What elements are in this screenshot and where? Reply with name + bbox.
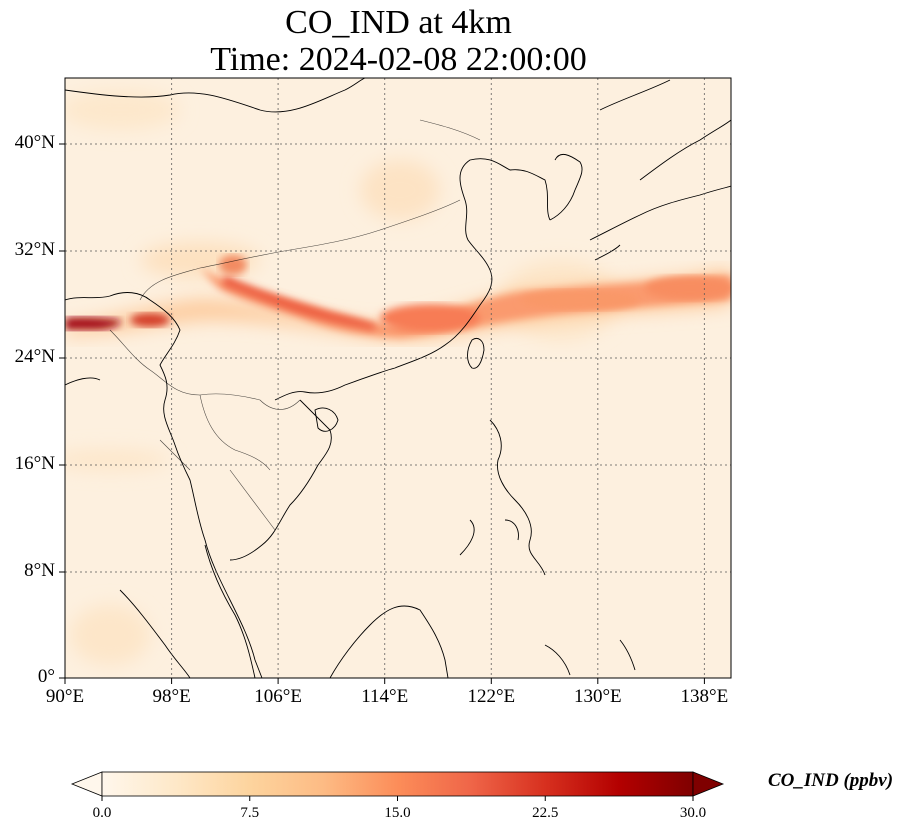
lon-tick-label: 122°E bbox=[467, 686, 516, 707]
lon-tick-label: 98°E bbox=[152, 686, 191, 707]
lat-tick-label: 24°N bbox=[14, 346, 55, 367]
colorbar-tick-label: 7.5 bbox=[240, 805, 260, 821]
lon-tick-label: 130°E bbox=[573, 686, 622, 707]
colorbar-extend-low bbox=[70, 771, 103, 797]
tick-marks bbox=[59, 143, 705, 684]
lon-tick-label: 106°E bbox=[254, 686, 302, 707]
colorbar-gradient bbox=[101, 771, 694, 797]
co-plume bbox=[65, 255, 731, 340]
lon-tick-label: 114°E bbox=[361, 686, 409, 707]
lat-tick-label: 0° bbox=[37, 666, 55, 687]
colorbar-label: CO_IND (ppbv) bbox=[768, 770, 894, 791]
lat-tick-label: 8°N bbox=[24, 560, 55, 581]
lon-tick-label: 138°E bbox=[680, 686, 729, 707]
colorbar-tick-label: 30.0 bbox=[679, 805, 707, 821]
colorbar-extend-high bbox=[692, 771, 725, 797]
lat-tick-label: 32°N bbox=[14, 239, 55, 260]
lat-tick-label: 16°N bbox=[14, 453, 55, 474]
colorbar-tick-label: 15.0 bbox=[384, 805, 411, 821]
map-frame bbox=[64, 77, 732, 679]
colorbar-tick-label: 0.0 bbox=[92, 805, 112, 821]
lat-tick-label: 40°N bbox=[14, 132, 55, 153]
lon-tick-label: 90°E bbox=[45, 686, 85, 707]
map-title: CO_IND at 4km bbox=[285, 4, 512, 41]
colorbar bbox=[70, 771, 725, 801]
borders bbox=[109, 119, 481, 531]
map-subtitle: Time: 2024-02-08 22:00:00 bbox=[210, 41, 587, 78]
colorbar-tick-label: 22.5 bbox=[532, 805, 559, 821]
gridlines bbox=[65, 78, 731, 678]
